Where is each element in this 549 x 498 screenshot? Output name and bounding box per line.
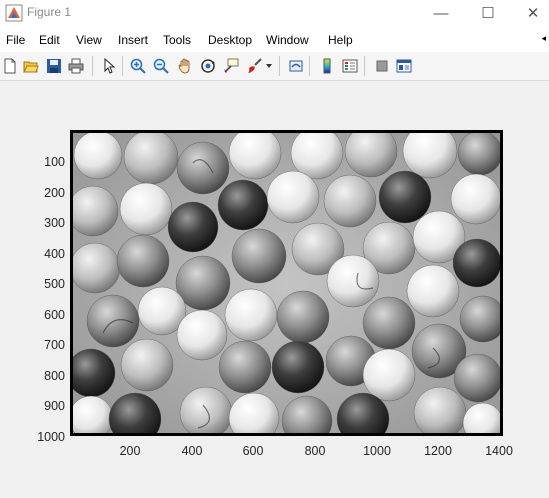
menu-window[interactable]: Window xyxy=(266,33,309,47)
save-icon[interactable] xyxy=(44,56,64,76)
y-tick-label: 800 xyxy=(0,369,65,383)
zoom-out-icon[interactable] xyxy=(151,56,171,76)
menu-view[interactable]: View xyxy=(76,33,102,47)
y-tick-label: 900 xyxy=(0,399,65,413)
y-tick-label: 100 xyxy=(0,155,65,169)
toolbar-separator xyxy=(92,56,93,76)
figure-toolbar xyxy=(0,52,549,81)
open-file-icon[interactable] xyxy=(21,56,41,76)
x-tick-label: 1400 xyxy=(469,444,529,458)
x-tick-label: 600 xyxy=(223,444,283,458)
menu-file[interactable]: File xyxy=(6,33,25,47)
close-button[interactable]: ✕ xyxy=(510,0,549,26)
menu-edit[interactable]: Edit xyxy=(39,33,60,47)
data-cursor-icon[interactable] xyxy=(221,56,241,76)
insert-legend-icon[interactable] xyxy=(340,56,360,76)
menu-bar: File Edit View Insert Tools Desktop Wind… xyxy=(0,30,549,52)
toolbar-separator xyxy=(279,56,280,76)
x-tick-label: 800 xyxy=(285,444,345,458)
y-tick-label: 500 xyxy=(0,277,65,291)
zoom-in-icon[interactable] xyxy=(128,56,148,76)
matlab-figure-icon xyxy=(5,4,23,22)
pointer-icon[interactable] xyxy=(99,56,119,76)
insert-colorbar-icon[interactable] xyxy=(317,56,337,76)
y-tick-label: 1000 xyxy=(0,430,65,444)
menu-insert[interactable]: Insert xyxy=(118,33,148,47)
link-plot-icon[interactable] xyxy=(286,56,306,76)
x-tick-label: 200 xyxy=(100,444,160,458)
y-tick-label: 200 xyxy=(0,186,65,200)
image-axes[interactable] xyxy=(70,130,503,436)
y-tick-label: 600 xyxy=(0,308,65,322)
menu-desktop[interactable]: Desktop xyxy=(208,33,252,47)
window-title-bar: Figure 1 — ☐ ✕ xyxy=(0,0,549,30)
toolbar-separator xyxy=(364,56,365,76)
show-plot-tools-icon[interactable] xyxy=(394,56,414,76)
y-tick-label: 700 xyxy=(0,338,65,352)
brush-icon[interactable] xyxy=(244,56,264,76)
x-tick-label: 1200 xyxy=(408,444,468,458)
dropdown-arrow-icon[interactable] xyxy=(263,56,275,76)
hide-plot-tools-icon[interactable] xyxy=(372,56,392,76)
print-icon[interactable] xyxy=(66,56,86,76)
toolbar-separator xyxy=(122,56,123,76)
window-title: Figure 1 xyxy=(27,5,71,19)
x-tick-label: 1000 xyxy=(347,444,407,458)
pan-icon[interactable] xyxy=(175,56,195,76)
minimize-button[interactable]: — xyxy=(418,0,464,26)
grayscale-marbles-image xyxy=(73,133,500,433)
menu-overflow-icon[interactable]: ◂ xyxy=(541,33,546,44)
y-tick-label: 400 xyxy=(0,247,65,261)
new-figure-icon[interactable] xyxy=(0,56,20,76)
toolbar-separator xyxy=(309,56,310,76)
menu-tools[interactable]: Tools xyxy=(163,33,191,47)
y-tick-label: 300 xyxy=(0,216,65,230)
x-tick-label: 400 xyxy=(162,444,222,458)
menu-help[interactable]: Help xyxy=(328,33,353,47)
rotate-3d-icon[interactable] xyxy=(198,56,218,76)
maximize-button[interactable]: ☐ xyxy=(465,0,511,26)
